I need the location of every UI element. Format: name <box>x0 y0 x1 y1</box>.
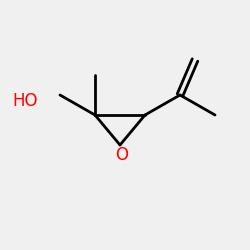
Text: HO: HO <box>12 92 38 110</box>
Text: O: O <box>115 146 128 164</box>
